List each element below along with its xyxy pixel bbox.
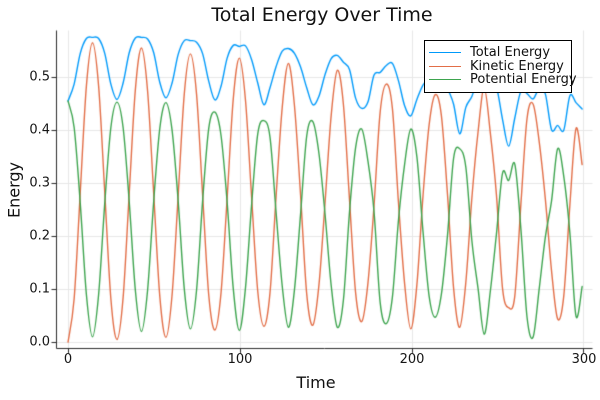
legend-label-kinetic-energy: Kinetic Energy [470, 58, 564, 74]
legend-label-potential-energy: Potential Energy [470, 72, 577, 88]
legend-line-potential-energy-icon [429, 79, 461, 81]
legend-item-kinetic-energy: Kinetic Energy [429, 60, 565, 74]
legend-item-potential-energy: Potential Energy [429, 73, 577, 87]
legend-line-total-energy-icon [429, 52, 461, 54]
x-tick-label-0: 0 [63, 352, 73, 367]
legend: Total Energy Kinetic Energy Potential En… [424, 40, 577, 93]
y-tick-label-0.0: 0.0 [29, 334, 50, 350]
x-tick-label-300: 300 [571, 352, 597, 367]
x-axis-label: Time [296, 373, 336, 392]
y-tick-label-0.1: 0.1 [29, 281, 50, 297]
y-tick-label-0.2: 0.2 [29, 228, 50, 244]
x-tick-label-200: 200 [399, 352, 425, 367]
legend-item-total-energy: Total Energy [429, 46, 565, 60]
y-tick-label-0.4: 0.4 [29, 122, 50, 138]
chart-title: Total Energy Over Time [211, 4, 433, 26]
y-tick-label-0.3: 0.3 [29, 175, 50, 191]
legend-line-kinetic-energy-icon [429, 65, 461, 67]
legend-label-total-energy: Total Energy [470, 45, 551, 61]
x-tick-label-100: 100 [227, 352, 253, 367]
y-tick-label-0.5: 0.5 [29, 69, 50, 85]
